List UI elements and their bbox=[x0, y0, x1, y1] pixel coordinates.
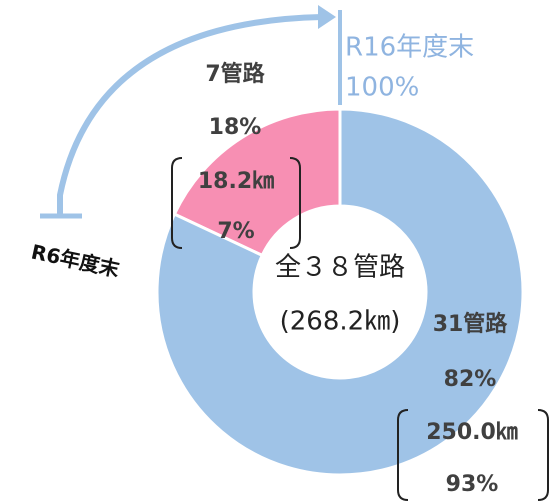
slice bbox=[172, 107, 342, 258]
bracket bbox=[397, 409, 409, 501]
bracket bbox=[537, 409, 549, 501]
slice-label: 7管路 bbox=[205, 61, 265, 87]
slice-length: 18.2㎞ bbox=[198, 169, 274, 194]
slice-length-share: 93% bbox=[446, 472, 499, 497]
slice-value-label: 82% bbox=[444, 367, 497, 392]
center-length: (268.2㎞) bbox=[280, 307, 401, 337]
center-title: 全３８管路 bbox=[275, 253, 405, 283]
arrow-head bbox=[318, 5, 336, 29]
start-label: R6年度末 bbox=[29, 240, 122, 282]
slice-length: 250.0㎞ bbox=[426, 420, 518, 445]
slice bbox=[155, 107, 525, 477]
bracket bbox=[171, 157, 183, 249]
end-percent: 100% bbox=[345, 73, 419, 103]
bracket bbox=[289, 157, 301, 249]
progress-arrow bbox=[57, 14, 323, 215]
slice-value-label: 18% bbox=[209, 115, 262, 140]
slice-length-share: 7% bbox=[217, 219, 254, 244]
slice-label: 31管路 bbox=[433, 311, 509, 337]
end-label: R16年度末 bbox=[345, 33, 474, 63]
